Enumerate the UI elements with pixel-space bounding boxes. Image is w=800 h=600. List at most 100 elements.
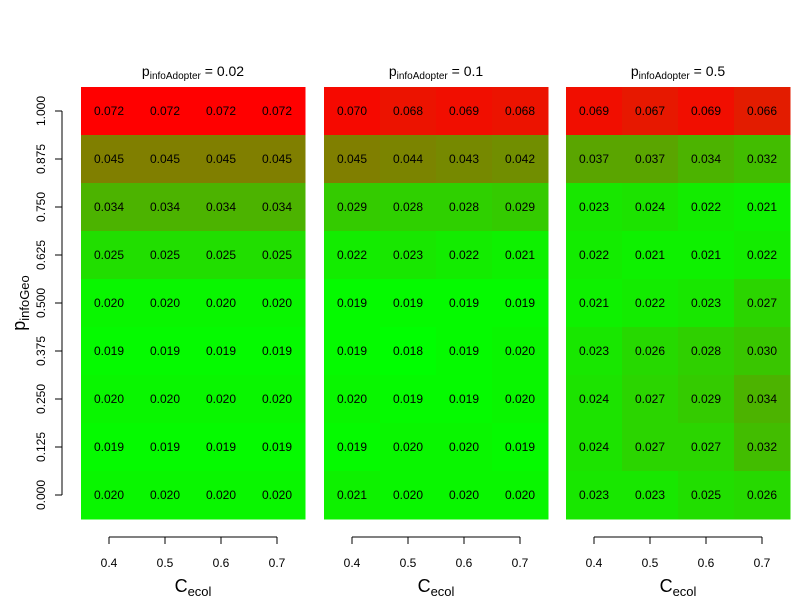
cell-value-label: 0.068 — [393, 104, 423, 118]
panel-title: pinfoAdopter = 0.1 — [389, 63, 484, 82]
cell-value-label: 0.019 — [449, 296, 479, 310]
heatmap-cell — [137, 423, 194, 472]
heatmap-cell — [492, 375, 549, 424]
cell-value-label: 0.027 — [747, 296, 777, 310]
cell-value-label: 0.019 — [337, 296, 367, 310]
heatmap-cell — [380, 327, 437, 376]
cell-value-label: 0.020 — [94, 488, 124, 502]
panel-title: pinfoAdopter = 0.02 — [142, 63, 244, 82]
cell-value-label: 0.019 — [150, 440, 180, 454]
cell-value-label: 0.045 — [206, 152, 236, 166]
heatmap-cell — [193, 231, 250, 280]
heatmap-cell — [324, 231, 381, 280]
x-tick-label: 0.7 — [512, 556, 529, 570]
heatmap-cell — [193, 327, 250, 376]
heatmap-cell — [380, 87, 437, 136]
heatmap-cell — [734, 183, 791, 232]
y-tick-label: 0.000 — [34, 480, 48, 510]
cell-value-label: 0.020 — [393, 440, 423, 454]
heatmap-cell — [137, 87, 194, 136]
cell-value-label: 0.024 — [579, 392, 609, 406]
heatmap-cell — [380, 375, 437, 424]
x-tick-label: 0.4 — [101, 556, 118, 570]
cell-value-label: 0.020 — [505, 344, 535, 358]
cell-value-label: 0.019 — [206, 440, 236, 454]
heatmap-cell — [137, 279, 194, 328]
heatmap-cell — [566, 327, 623, 376]
cell-value-label: 0.030 — [747, 344, 777, 358]
heatmap-cell — [81, 87, 138, 136]
heatmap-cell — [734, 87, 791, 136]
cell-value-label: 0.025 — [150, 248, 180, 262]
heatmap-cell — [492, 423, 549, 472]
heatmap-cell — [566, 279, 623, 328]
heatmap-cell — [249, 135, 306, 184]
heatmap-cell — [678, 87, 735, 136]
x-axis-label: Cecol — [175, 576, 212, 599]
heatmap-cell — [380, 231, 437, 280]
x-tick-label: 0.6 — [456, 556, 473, 570]
cell-value-label: 0.020 — [505, 392, 535, 406]
heatmap-cell — [137, 471, 194, 520]
heatmap-cell — [249, 183, 306, 232]
cell-value-label: 0.020 — [150, 488, 180, 502]
cell-value-label: 0.026 — [747, 488, 777, 502]
cell-value-label: 0.023 — [393, 248, 423, 262]
heatmap-cell — [622, 183, 679, 232]
cell-value-label: 0.020 — [505, 488, 535, 502]
heatmap-cell — [249, 423, 306, 472]
cell-value-label: 0.022 — [449, 248, 479, 262]
cell-value-label: 0.022 — [579, 248, 609, 262]
cell-value-label: 0.019 — [262, 440, 292, 454]
heatmap-cell — [622, 423, 679, 472]
heatmap-cell — [81, 279, 138, 328]
cell-value-label: 0.019 — [94, 440, 124, 454]
cell-value-label: 0.072 — [94, 104, 124, 118]
cell-value-label: 0.025 — [691, 488, 721, 502]
cell-value-label: 0.037 — [635, 152, 665, 166]
cell-value-label: 0.029 — [337, 200, 367, 214]
cell-value-label: 0.027 — [635, 392, 665, 406]
cell-value-label: 0.023 — [579, 488, 609, 502]
cell-value-label: 0.019 — [505, 440, 535, 454]
cell-value-label: 0.020 — [393, 488, 423, 502]
heatmap-cell — [137, 135, 194, 184]
heatmap-cell — [380, 471, 437, 520]
heatmap-cell — [81, 183, 138, 232]
x-tick-label: 0.5 — [642, 556, 659, 570]
cell-value-label: 0.021 — [337, 488, 367, 502]
heatmap-cell — [436, 471, 493, 520]
heatmap-cell — [678, 135, 735, 184]
cell-value-label: 0.019 — [393, 392, 423, 406]
heatmap-cell — [137, 183, 194, 232]
heatmap-cell — [492, 231, 549, 280]
cell-value-label: 0.068 — [505, 104, 535, 118]
cell-value-label: 0.019 — [150, 344, 180, 358]
cell-value-label: 0.066 — [747, 104, 777, 118]
heatmap-cell — [622, 87, 679, 136]
cell-value-label: 0.072 — [206, 104, 236, 118]
heatmap-cell — [622, 231, 679, 280]
cell-value-label: 0.045 — [262, 152, 292, 166]
heatmap-cell — [436, 231, 493, 280]
cell-value-label: 0.027 — [635, 440, 665, 454]
heatmap-cell — [380, 279, 437, 328]
heatmap-cell — [324, 279, 381, 328]
cell-value-label: 0.044 — [393, 152, 423, 166]
cell-value-label: 0.034 — [691, 152, 721, 166]
heatmap-cell — [566, 87, 623, 136]
heatmap-cell — [492, 87, 549, 136]
cell-value-label: 0.025 — [262, 248, 292, 262]
cell-value-label: 0.020 — [262, 296, 292, 310]
heatmap-cell — [492, 183, 549, 232]
y-tick-label: 0.625 — [34, 240, 48, 270]
cell-value-label: 0.019 — [206, 344, 236, 358]
heatmap-cell — [436, 87, 493, 136]
cell-value-label: 0.026 — [635, 344, 665, 358]
heatmap-cell — [436, 327, 493, 376]
cell-value-label: 0.025 — [94, 248, 124, 262]
heatmap-cell — [137, 231, 194, 280]
heatmap-cell — [249, 327, 306, 376]
cell-value-label: 0.043 — [449, 152, 479, 166]
